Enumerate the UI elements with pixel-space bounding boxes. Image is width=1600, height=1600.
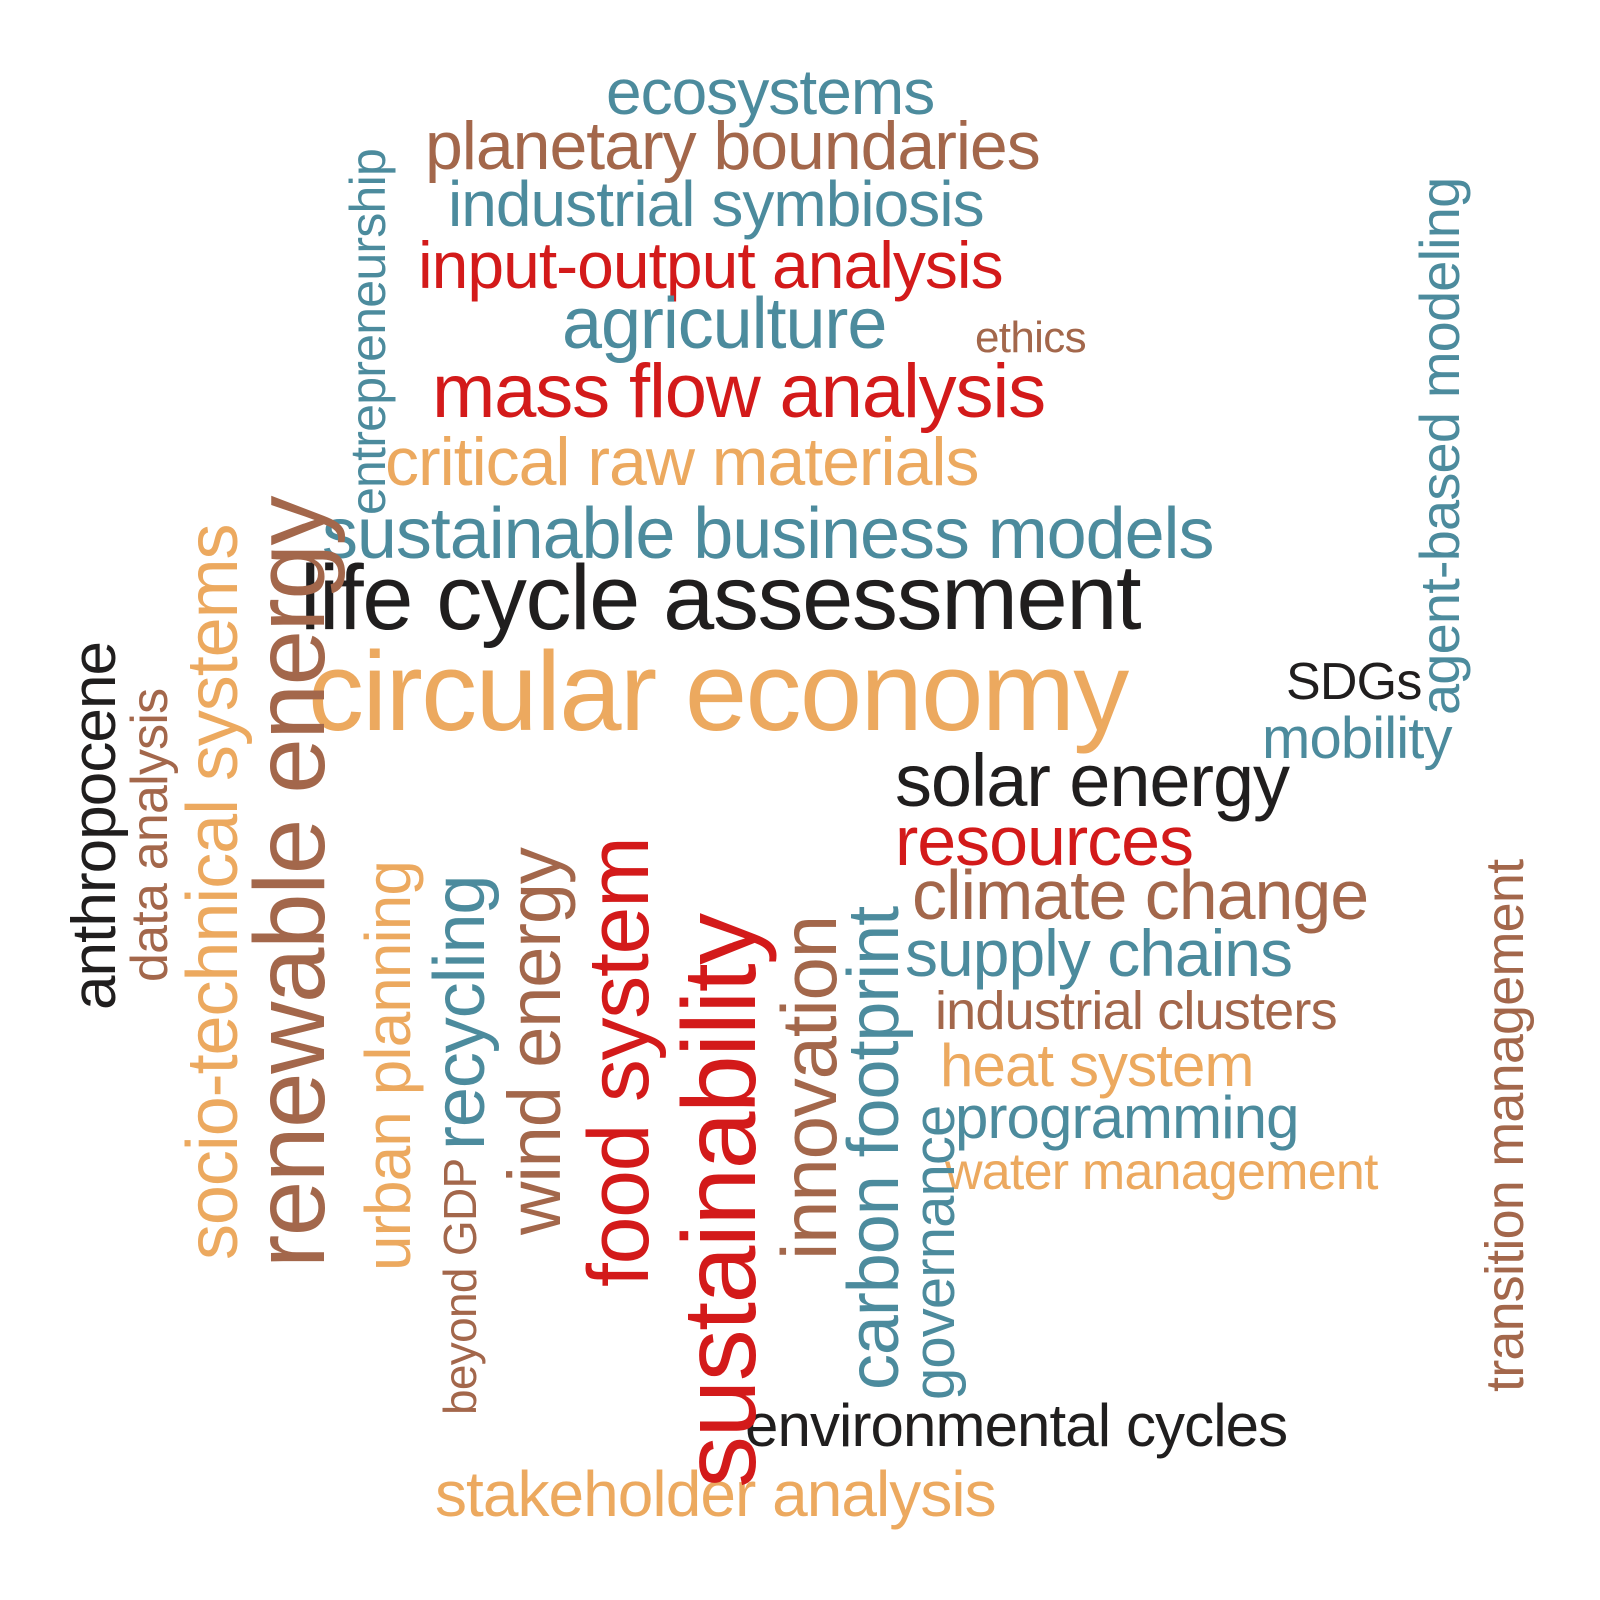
cloud-word: agriculture <box>562 284 887 364</box>
cloud-word: industrial symbiosis <box>448 168 985 240</box>
cloud-word: water management <box>945 1143 1378 1201</box>
cloud-word: renewable energy <box>234 497 346 1268</box>
cloud-word: data analysis <box>121 688 179 982</box>
cloud-word: input-output analysis <box>418 228 1004 302</box>
cloud-word: urban planning <box>352 860 424 1271</box>
cloud-word: supply chains <box>905 916 1293 990</box>
cloud-word: governance <box>902 1105 967 1400</box>
cloud-word: industrial clusters <box>935 981 1338 1041</box>
cloud-word: carbon footprint <box>834 906 914 1390</box>
cloud-word: resources <box>895 802 1194 880</box>
cloud-word: transition management <box>1475 859 1535 1392</box>
cloud-word: food system <box>571 837 667 1287</box>
cloud-word: solar energy <box>895 739 1290 822</box>
cloud-word: sustainability <box>662 914 778 1488</box>
cloud-word: circular economy <box>308 629 1129 754</box>
cloud-word: critical raw materials <box>385 424 979 500</box>
cloud-word: beyond GDP <box>434 1158 486 1415</box>
cloud-word: mobility <box>1262 706 1453 771</box>
cloud-word: anthropocene <box>60 641 129 1010</box>
cloud-word: recycling <box>420 875 500 1150</box>
cloud-word: entrepreneurship <box>340 148 396 515</box>
cloud-word: mass flow analysis <box>432 349 1046 434</box>
cloud-word: environmental cycles <box>745 1392 1288 1459</box>
cloud-word: life cycle assessment <box>300 547 1142 649</box>
cloud-word: sustainable business models <box>322 494 1214 574</box>
cloud-word: programming <box>955 1084 1299 1151</box>
cloud-word: SDGs <box>1286 653 1422 711</box>
cloud-word: stakeholder analysis <box>435 1458 997 1530</box>
cloud-word: ecosystems <box>606 56 935 128</box>
cloud-word: heat system <box>940 1032 1254 1099</box>
cloud-word: planetary boundaries <box>425 108 1041 184</box>
cloud-word: agent-based modeling <box>1408 177 1471 715</box>
cloud-word: ethics <box>975 313 1087 362</box>
cloud-word: climate change <box>912 856 1369 934</box>
cloud-word: wind energy <box>493 848 576 1235</box>
